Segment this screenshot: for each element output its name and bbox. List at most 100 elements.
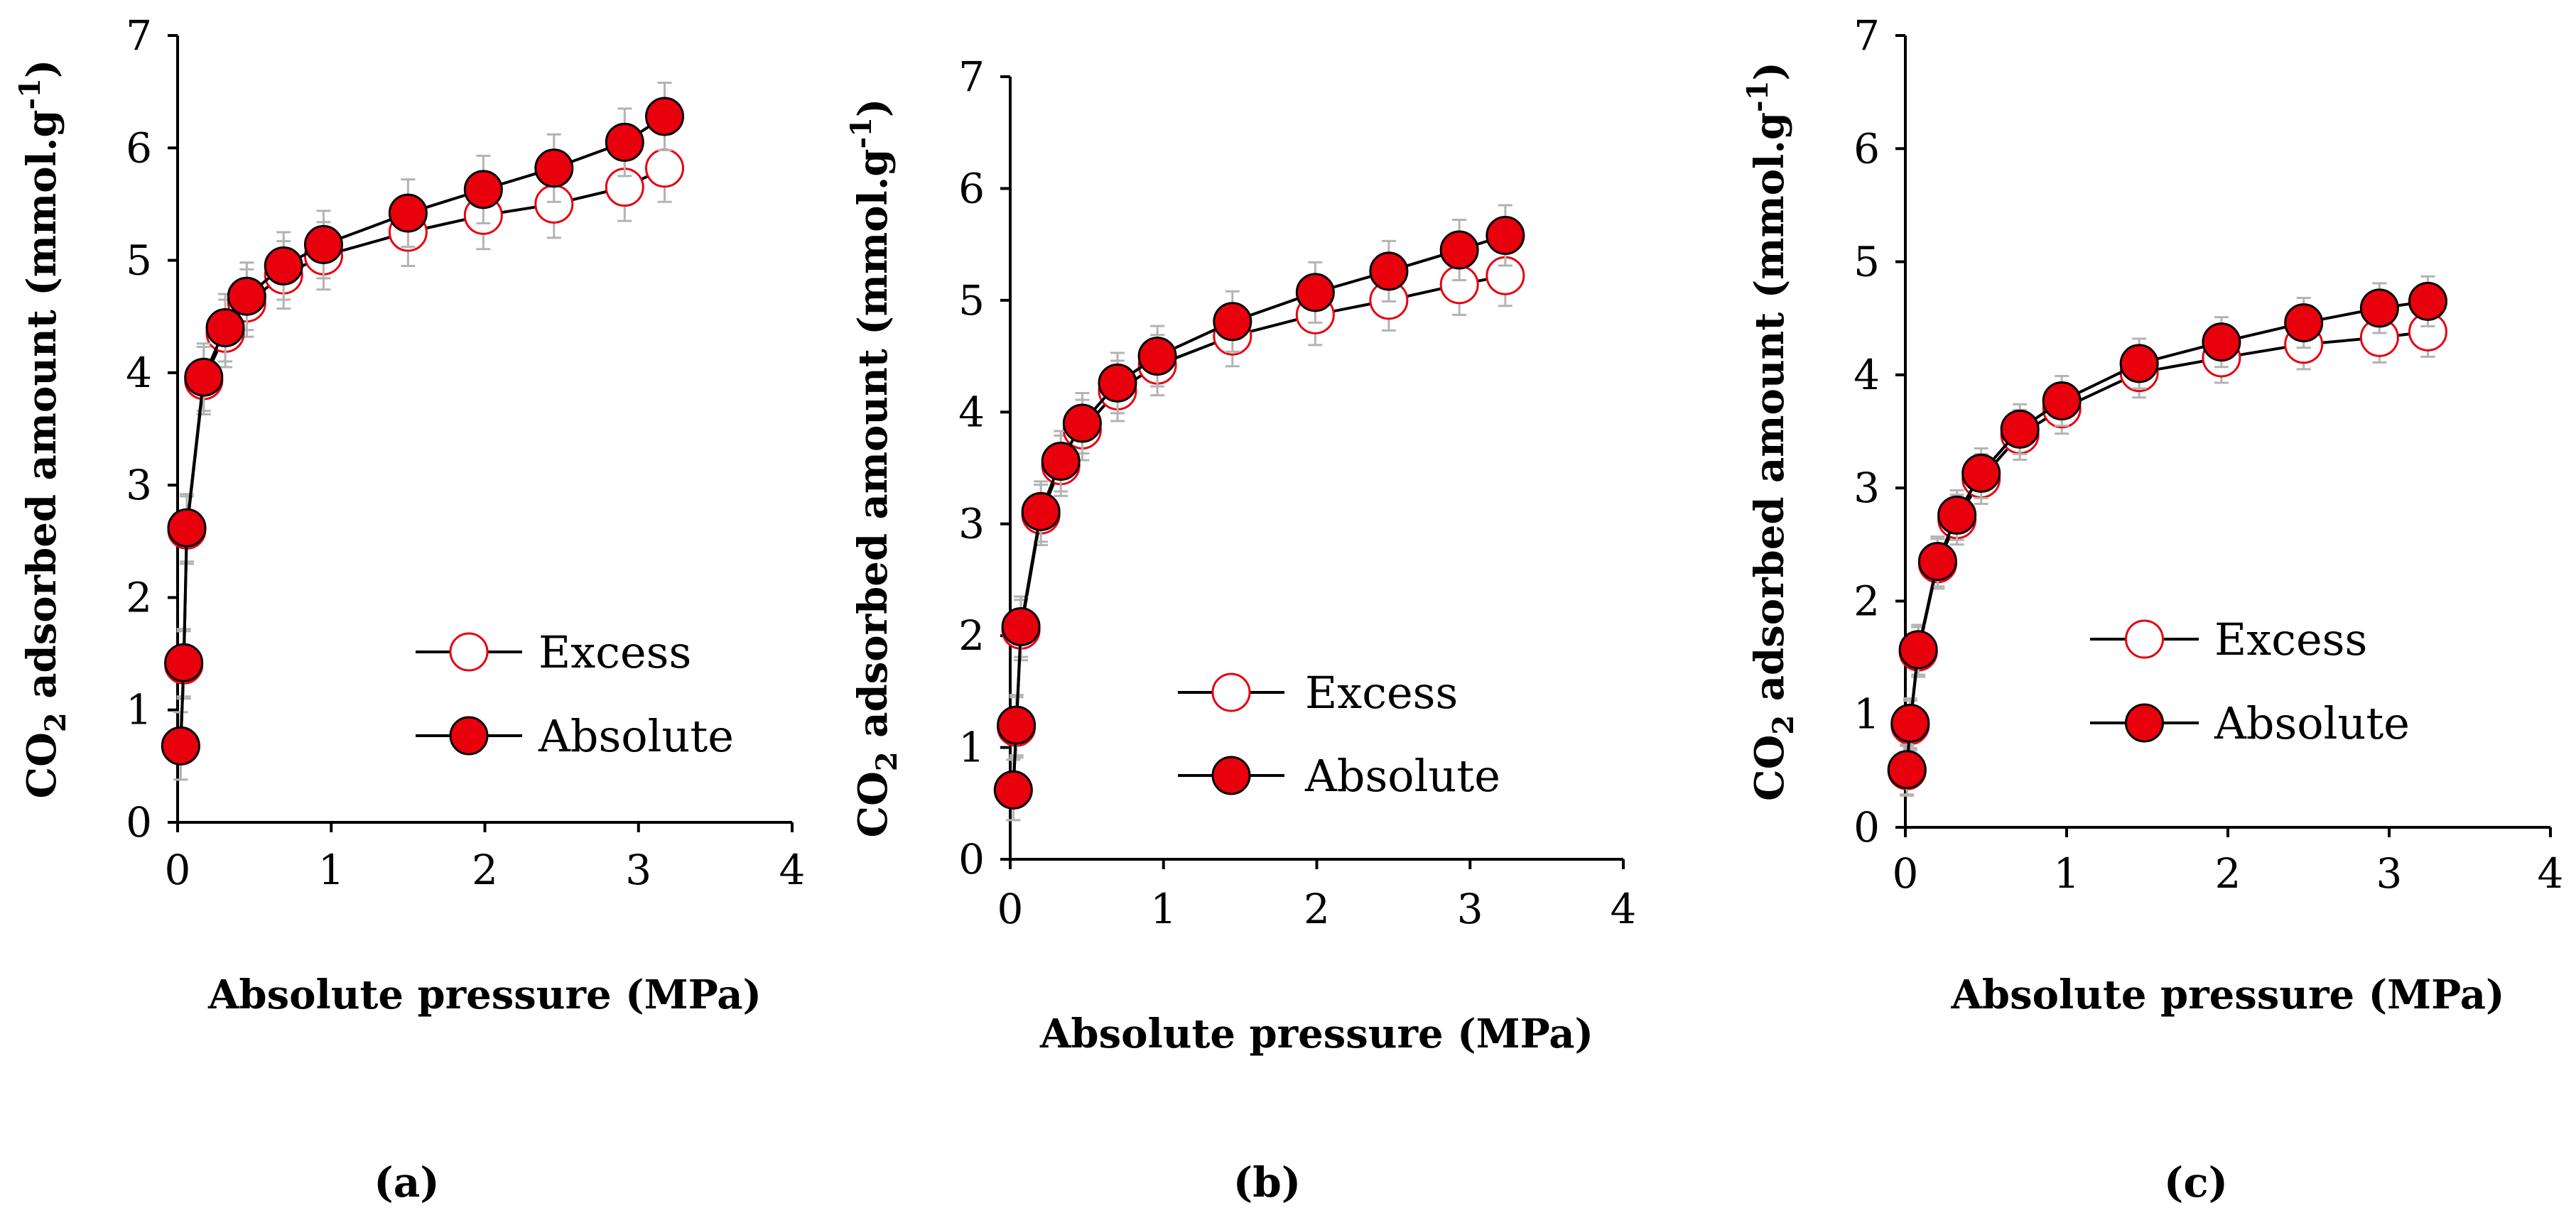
y-tick-label: 6 — [1853, 124, 1880, 173]
series-absolute — [993, 204, 1525, 822]
y-tick-label: 1 — [958, 724, 985, 772]
y-tick-label: 2 — [126, 573, 152, 621]
y-tick-label: 2 — [1853, 577, 1880, 625]
x-tick-label: 1 — [1150, 885, 1176, 933]
data-point-absolute — [1890, 703, 1930, 743]
series-excess — [993, 244, 1525, 822]
x-tick-label: 4 — [2538, 849, 2564, 898]
legend: Excess Absolute — [1178, 667, 1500, 802]
y-tick-label: 5 — [126, 236, 152, 285]
y-title-subscript: 2 — [39, 712, 72, 732]
legend-marker-absolute — [1211, 756, 1251, 795]
y-title-superscript: -1 — [1741, 81, 1775, 112]
y-title-subscript: 2 — [870, 751, 904, 771]
y-tick-label: 4 — [1853, 351, 1880, 399]
y-axis-title: CO2 adsorbed amount (mmol.g-1) — [13, 60, 72, 799]
data-point-absolute — [205, 308, 245, 348]
y-tick-label: 2 — [958, 611, 985, 660]
x-tick-label: 4 — [779, 846, 806, 894]
y-tick-label: 3 — [958, 500, 985, 548]
panel-label: (c) — [2164, 1158, 2228, 1207]
data-point-absolute — [1295, 273, 1335, 312]
panel-label: (a) — [374, 1158, 439, 1207]
legend-label-excess: Excess — [1305, 667, 1458, 719]
y-tick-label: 0 — [958, 835, 985, 883]
data-point-absolute — [1137, 337, 1177, 376]
x-tick-label: 0 — [997, 885, 1024, 933]
legend-label-excess: Excess — [539, 626, 691, 678]
chart-panel-3: 0 1 2 3 4 5 6 7 0 1 2 3 4 Absolute pressure (MPa) CO2 … — [1741, 11, 2563, 1207]
data-point-absolute — [645, 97, 685, 136]
data-point-absolute — [1917, 542, 1957, 582]
data-point-absolute — [264, 246, 303, 285]
y-title-subscript: 2 — [1767, 715, 1800, 735]
data-point-absolute — [2359, 288, 2399, 328]
y-tick-label: 6 — [126, 124, 152, 172]
data-point-absolute — [1041, 442, 1081, 481]
data-point-absolute — [184, 357, 224, 397]
legend-label-excess: Excess — [2214, 614, 2367, 665]
legend-label-absolute: Absolute — [2214, 697, 2410, 749]
x-tick-label: 2 — [1304, 885, 1330, 933]
series-excess — [161, 133, 685, 781]
y-title-superscript: -1 — [13, 78, 47, 109]
data-point-absolute — [1439, 230, 1479, 270]
data-point-absolute — [1021, 491, 1061, 531]
y-title-part: ) — [850, 99, 897, 118]
x-axis-title: Absolute pressure (MPa) — [207, 971, 762, 1018]
y-tick-label: 4 — [958, 388, 985, 436]
x-tick-label: 4 — [1611, 885, 1637, 933]
legend: Excess Absolute — [2090, 614, 2410, 749]
y-tick-label: 7 — [126, 11, 152, 60]
data-point-absolute — [2000, 409, 2040, 449]
y-tick-label: 4 — [126, 349, 152, 397]
y-title-part: CO — [18, 732, 65, 798]
x-tick-label: 0 — [1893, 849, 1919, 898]
data-point-absolute — [1001, 607, 1041, 647]
data-point-excess — [645, 148, 685, 188]
legend-marker-excess — [2125, 619, 2164, 659]
x-tick-label: 2 — [2215, 849, 2241, 898]
data-point-absolute — [164, 643, 204, 682]
legend-marker-excess — [1211, 673, 1251, 712]
data-point-absolute — [534, 148, 574, 188]
data-point-absolute — [463, 170, 503, 209]
y-title-part: ) — [18, 60, 65, 79]
series-absolute — [1887, 275, 2447, 796]
panel-label: (b) — [1233, 1158, 1301, 1207]
data-point-absolute — [1961, 453, 2001, 493]
data-point-absolute — [227, 276, 266, 316]
y-axis-title: CO2 adsorbed amount (mmol.g-1) — [1741, 62, 1800, 801]
data-point-absolute — [2042, 381, 2082, 420]
legend-label-absolute: Absolute — [1304, 750, 1500, 802]
data-point-absolute — [1937, 495, 1977, 535]
data-point-absolute — [1369, 251, 1409, 291]
y-tick-label: 1 — [126, 686, 152, 734]
data-point-absolute — [993, 770, 1033, 810]
data-point-absolute — [1485, 216, 1525, 256]
y-title-part: adsorbed amount (mmol.g — [18, 110, 65, 713]
data-point-absolute — [388, 193, 428, 233]
y-tick-label: 1 — [1853, 690, 1880, 739]
data-point-absolute — [167, 508, 207, 548]
x-tick-label: 1 — [2054, 849, 2080, 898]
series-absolute — [161, 81, 685, 781]
y-tick-label: 0 — [1853, 803, 1880, 851]
data-point-absolute — [2408, 281, 2447, 321]
data-point-absolute — [2202, 322, 2241, 362]
legend: Excess Absolute — [416, 626, 734, 762]
legend-marker-excess — [449, 632, 489, 672]
x-tick-label: 3 — [2376, 849, 2403, 898]
y-tick-label: 3 — [126, 461, 152, 509]
x-tick-label: 3 — [1457, 885, 1483, 933]
y-title-part: CO — [850, 771, 897, 837]
data-point-absolute — [303, 224, 343, 264]
legend-marker-absolute — [2125, 703, 2164, 743]
y-title-part: ) — [1746, 62, 1793, 81]
data-point-absolute — [161, 726, 200, 766]
y-tick-label: 6 — [958, 164, 985, 212]
x-tick-label: 2 — [472, 846, 498, 894]
chart-panel-1: 0 1 2 3 4 5 6 7 0 1 2 3 4 Absolute pressure (MPa) CO2 … — [13, 11, 805, 1207]
chart-panel-2: 0 1 2 3 4 5 6 7 0 1 2 3 4 Absolute pressure (MPa) CO2 … — [845, 53, 1636, 1207]
